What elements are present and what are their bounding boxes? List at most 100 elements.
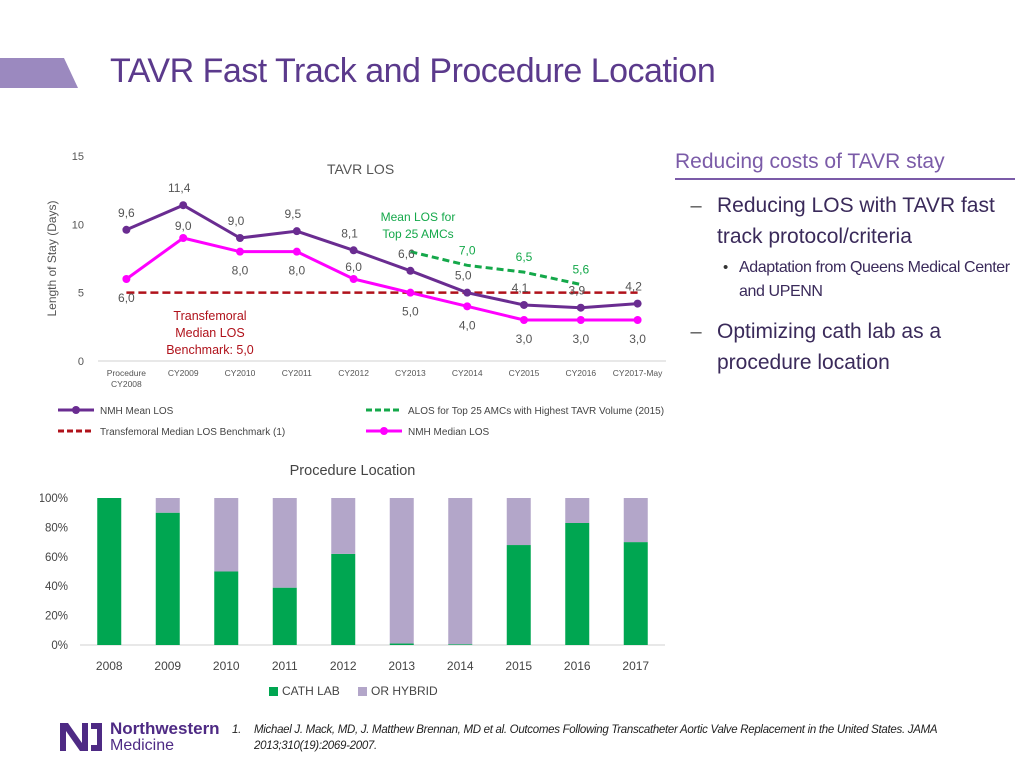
- median-point: [292, 247, 301, 256]
- bar-or-hybrid: [272, 498, 297, 588]
- x-tick-label: CY2010: [225, 368, 256, 378]
- bar-cath-lab: [565, 522, 590, 645]
- chart-title: Procedure Location: [290, 463, 416, 479]
- bar-or-hybrid: [623, 498, 648, 543]
- reference-text: Michael J. Mack, MD, J. Matthew Brennan,…: [254, 724, 937, 752]
- mean-data-label: 9,0: [228, 214, 245, 228]
- bar-or-hybrid: [448, 498, 473, 645]
- mean-point: [520, 300, 528, 309]
- mean-data-label: 5,0: [455, 269, 472, 283]
- northwestern-logo: Northwestern Medicine: [58, 720, 220, 754]
- benchmark-annotation: Benchmark: 5,0: [166, 343, 254, 357]
- bullet-text: Reducing LOS with TAVR fast track protoc…: [717, 194, 995, 248]
- footer: Northwestern Medicine 1. Michael J. Mack…: [0, 712, 1024, 768]
- bar-or-hybrid: [506, 498, 531, 546]
- y-tick-label: 80%: [45, 522, 68, 534]
- x-tick-label: CY2015: [509, 368, 540, 378]
- x-tick-label: CY2009: [168, 368, 199, 378]
- x-tick-label: 2015: [505, 659, 532, 673]
- x-tick-label: CY2012: [338, 368, 369, 378]
- bar-or-hybrid: [565, 498, 590, 523]
- series-alos-line: [410, 250, 582, 286]
- x-tick-label: CY2014: [452, 368, 483, 378]
- x-tick-label: 2010: [213, 659, 240, 673]
- sub-bullet-adaptation: • Adaptation from Queens Medical Center …: [723, 256, 1015, 304]
- bar-cath-lab: [448, 644, 473, 645]
- median-data-label: 6,0: [345, 260, 362, 274]
- los-line-chart: 0 5 10 15 Length of Stay (Days) TAVR LOS Proce…: [45, 151, 666, 438]
- alos-annotation: Mean LOS for: [381, 210, 456, 224]
- bar-cath-lab: [97, 498, 122, 645]
- x-tick-label: CY2017-May: [613, 368, 663, 378]
- y-tick-label: 0: [78, 356, 84, 368]
- median-point: [179, 234, 188, 242]
- bar-cath-lab: [623, 542, 648, 645]
- x-tick-label: CY2016: [565, 368, 596, 378]
- x-tick-label: Procedure: [107, 368, 146, 378]
- median-data-label: 4,0: [459, 318, 476, 332]
- mean-data-label: 9,5: [284, 207, 301, 221]
- legend-swatch-marker: [72, 406, 80, 414]
- median-point: [406, 288, 415, 297]
- dash-bullet-icon: –: [690, 321, 702, 343]
- legend-entry: CATH LAB: [282, 684, 340, 698]
- y-axis-title: Length of Stay (Days): [45, 200, 59, 316]
- bar-cath-lab: [155, 512, 180, 645]
- x-tick-label: CY2008: [111, 379, 142, 389]
- title-accent-bar: [0, 58, 78, 88]
- mean-data-label: 8,1: [341, 226, 358, 240]
- mean-point: [576, 303, 585, 312]
- x-tick-label: 2012: [330, 659, 357, 673]
- mean-data-label: 6,6: [398, 247, 415, 261]
- legend-entry: Transfemoral Median LOS Benchmark (1): [100, 427, 285, 438]
- legend-swatch-marker: [380, 427, 388, 435]
- chart-title: TAVR LOS: [327, 161, 394, 177]
- legend-entry: OR HYBRID: [371, 684, 438, 698]
- mean-data-label: 4,1: [512, 281, 529, 295]
- bar-cath-lab: [214, 571, 239, 645]
- median-data-label: 5,0: [402, 305, 419, 319]
- mean-point: [292, 227, 301, 236]
- alos-annotation: Top 25 AMCs: [382, 227, 453, 241]
- x-tick-label: 2017: [622, 659, 649, 673]
- median-point: [349, 275, 358, 283]
- benchmark-annotation: Transfemoral: [173, 309, 246, 323]
- bar-or-hybrid: [389, 498, 414, 644]
- mean-data-label: 3,9: [568, 284, 585, 298]
- median-data-label: 3,0: [572, 332, 589, 346]
- bar-cath-lab: [272, 587, 297, 645]
- median-point: [576, 316, 585, 324]
- legend-entry: NMH Median LOS: [408, 427, 489, 438]
- mean-point: [179, 201, 188, 210]
- bullet-text: Optimizing cath lab as a procedure locat…: [717, 320, 942, 374]
- mean-data-label: 9,6: [118, 206, 135, 220]
- x-tick-label: 2009: [154, 659, 181, 673]
- median-data-label: 9,0: [175, 219, 192, 233]
- side-panel: Reducing costs of TAVR stay – Reducing L…: [675, 150, 1015, 378]
- median-data-label: 8,0: [232, 264, 249, 278]
- median-point: [236, 247, 244, 256]
- x-tick-label: 2011: [272, 659, 298, 673]
- bar-or-hybrid: [331, 498, 356, 554]
- benchmark-annotation: Median LOS: [175, 326, 244, 340]
- median-point: [122, 275, 131, 283]
- alos-data-label: 6,5: [516, 250, 533, 264]
- legend-swatch: [358, 687, 367, 696]
- y-tick-label: 60%: [45, 552, 68, 564]
- alos-data-label: 5,6: [572, 262, 589, 276]
- reference-number: 1.: [232, 724, 241, 736]
- x-tick-label: 2016: [564, 659, 591, 673]
- x-tick-label: 2014: [447, 659, 474, 673]
- bar-cath-lab: [389, 643, 414, 645]
- mean-data-label: 4,2: [625, 280, 642, 294]
- sub-bullet-text: Adaptation from Queens Medical Center an…: [739, 259, 1010, 300]
- mean-point: [349, 246, 358, 255]
- median-data-label: 3,0: [516, 332, 533, 346]
- y-tick-label: 40%: [45, 581, 68, 593]
- side-panel-heading: Reducing costs of TAVR stay: [675, 150, 1015, 180]
- x-tick-label: CY2011: [282, 368, 312, 378]
- mean-point: [463, 288, 472, 297]
- x-tick-label: 2008: [96, 659, 123, 673]
- x-tick-label: CY2013: [395, 368, 426, 378]
- legend-swatch: [269, 687, 278, 696]
